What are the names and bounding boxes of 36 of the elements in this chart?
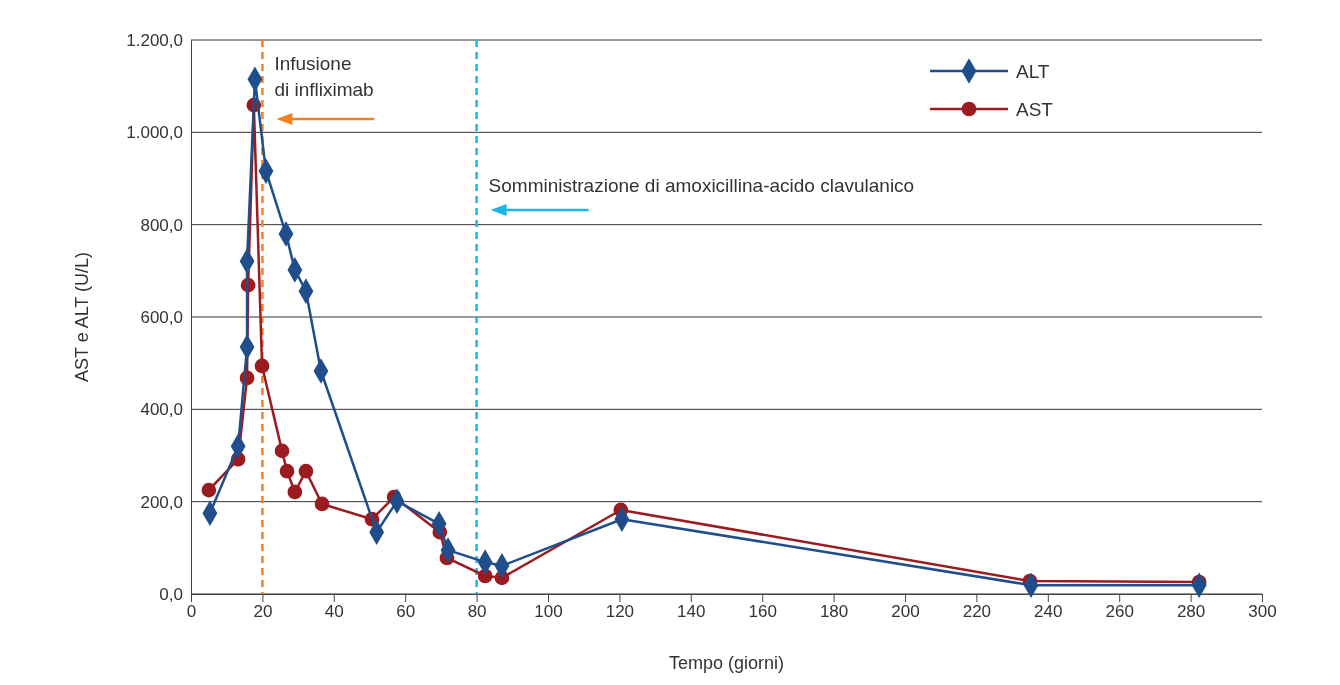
x-tick-label: 180 bbox=[819, 602, 849, 622]
y-tick-label: 200,0 bbox=[140, 492, 183, 512]
x-tick-label: 280 bbox=[1176, 602, 1206, 622]
x-axis-title: Tempo (giorni) bbox=[668, 653, 785, 673]
y-tick-label: 400,0 bbox=[140, 400, 183, 420]
point bbox=[287, 484, 303, 500]
x-tick-label: 260 bbox=[1105, 602, 1134, 622]
x-tick-label: 80 bbox=[467, 602, 487, 622]
x-tick-label: 20 bbox=[253, 602, 273, 622]
point bbox=[254, 358, 270, 374]
y-tick-label: 0,0 bbox=[159, 584, 183, 604]
y-axis-title: AST e ALT (U/L) bbox=[72, 251, 92, 383]
point bbox=[201, 482, 217, 498]
ref-line-label: Infusione di infliximab bbox=[274, 53, 374, 100]
legend-label: ALT bbox=[1016, 61, 1050, 82]
y-tick-label: 1.200,0 bbox=[126, 30, 183, 50]
x-tick-label: 100 bbox=[534, 602, 563, 622]
x-tick-label: 140 bbox=[677, 602, 706, 622]
point bbox=[274, 443, 290, 459]
y-tick-label: 800,0 bbox=[140, 215, 183, 235]
x-tick-label: 120 bbox=[605, 602, 635, 622]
x-tick-label: 220 bbox=[962, 602, 992, 622]
x-tick-label: 60 bbox=[396, 602, 416, 622]
x-tick-label: 0 bbox=[186, 602, 197, 622]
ref-line-label: Somministrazione di amoxicillina-acido clavulanico bbox=[488, 175, 915, 196]
y-tick-label: 600,0 bbox=[140, 307, 183, 327]
x-tick-label: 300 bbox=[1248, 602, 1277, 622]
legend-label: AST bbox=[1016, 99, 1054, 120]
point bbox=[298, 463, 314, 479]
x-tick-label: 240 bbox=[1034, 602, 1063, 622]
x-tick-label: 200 bbox=[891, 602, 920, 622]
y-tick-label: 1.000,0 bbox=[126, 123, 183, 143]
x-tick-label: 160 bbox=[748, 602, 777, 622]
point bbox=[314, 496, 330, 512]
x-tick-label: 40 bbox=[324, 602, 344, 622]
point bbox=[279, 463, 295, 479]
